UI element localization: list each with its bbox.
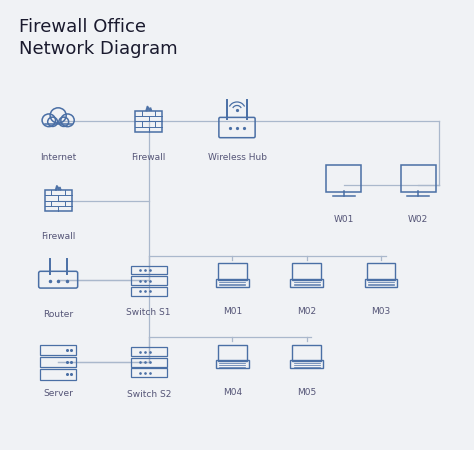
Text: Switch S1: Switch S1: [127, 308, 171, 317]
Text: M04: M04: [223, 388, 242, 397]
Text: Firewall: Firewall: [132, 153, 166, 162]
Text: Wireless Hub: Wireless Hub: [208, 153, 266, 162]
Text: Router: Router: [43, 310, 73, 319]
Text: Internet: Internet: [40, 153, 76, 162]
Text: Firewall Office
Network Diagram: Firewall Office Network Diagram: [18, 18, 177, 58]
Polygon shape: [146, 106, 152, 111]
Text: Firewall: Firewall: [41, 233, 75, 242]
Text: M01: M01: [223, 306, 242, 315]
Text: M03: M03: [371, 306, 391, 315]
Text: Server: Server: [43, 389, 73, 398]
Text: M02: M02: [297, 306, 316, 315]
Text: Switch S2: Switch S2: [127, 390, 171, 399]
Text: W01: W01: [334, 215, 354, 224]
Polygon shape: [55, 185, 61, 190]
Text: W02: W02: [408, 215, 428, 224]
Text: M05: M05: [297, 388, 316, 397]
